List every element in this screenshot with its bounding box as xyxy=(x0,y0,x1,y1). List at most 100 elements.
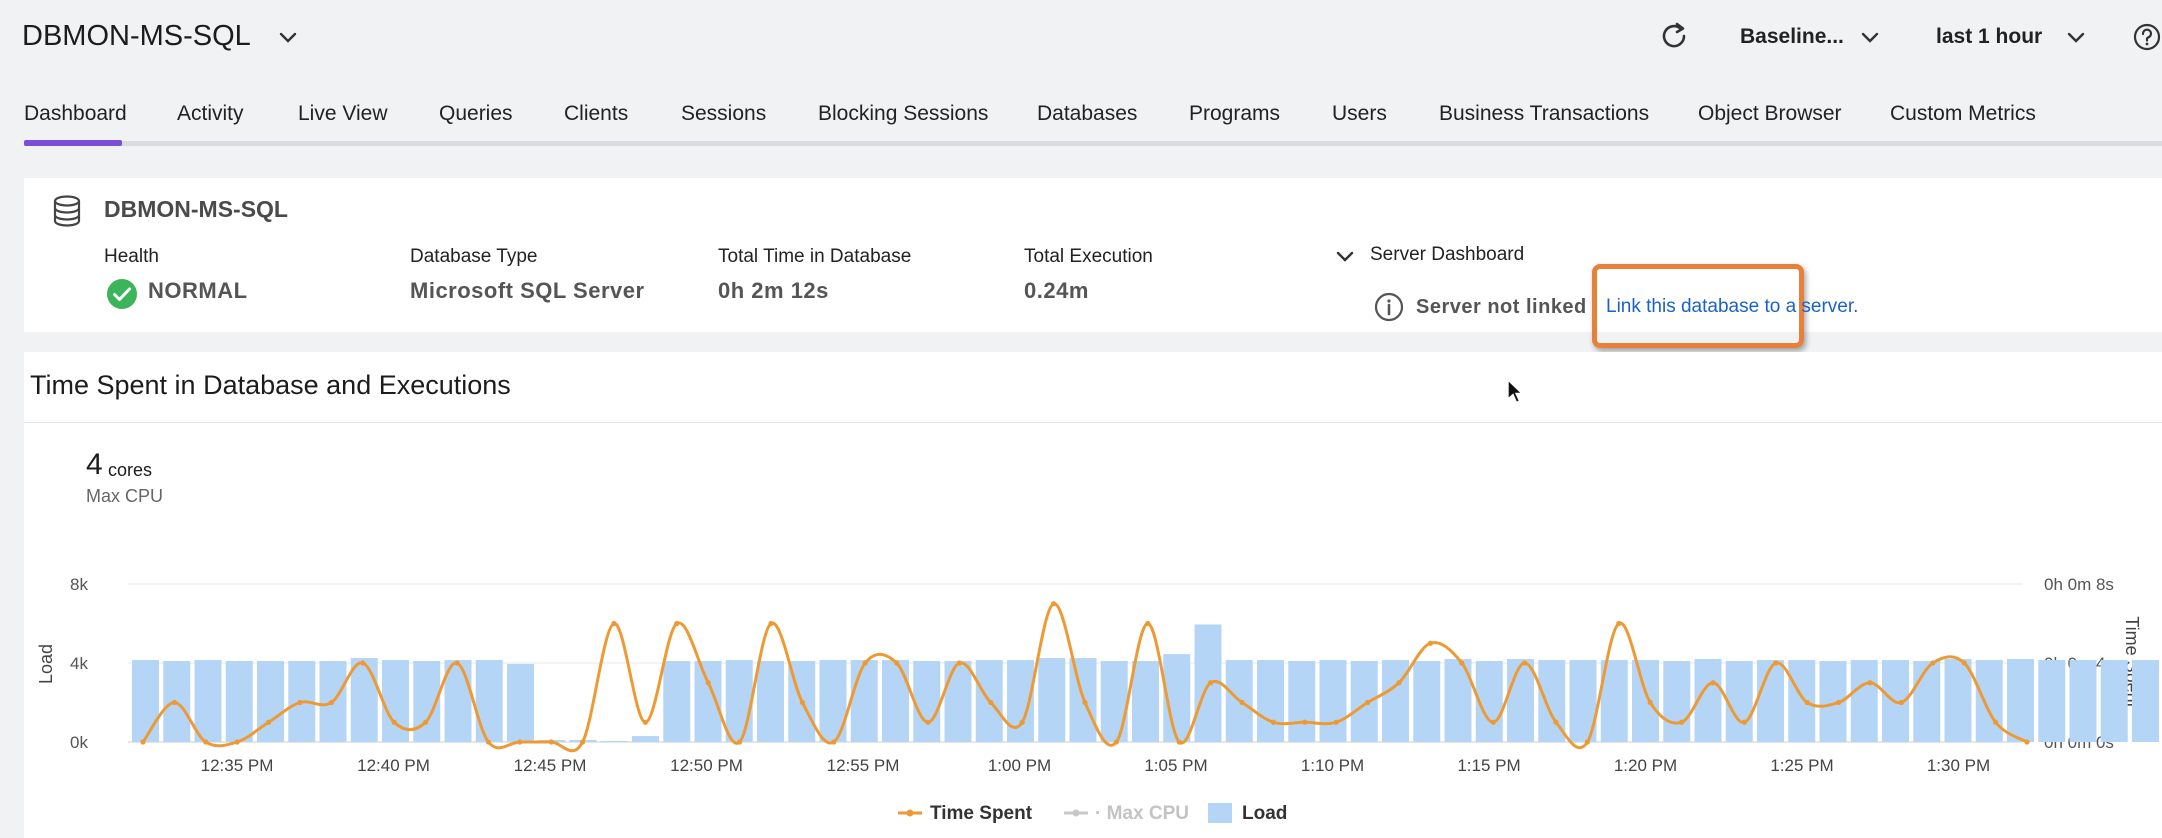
tab-blocking-sessions[interactable]: Blocking Sessions xyxy=(818,102,989,125)
time-spent-point xyxy=(1804,699,1810,706)
load-bar xyxy=(350,658,378,742)
tab-programs[interactable]: Programs xyxy=(1189,102,1281,125)
load-bar xyxy=(1319,660,1347,742)
time-spent-point xyxy=(1333,719,1339,725)
time-spent-point xyxy=(1930,660,1936,666)
tab-queries[interactable]: Queries xyxy=(439,102,513,125)
tab-clients[interactable]: Clients xyxy=(564,102,629,125)
mouse-cursor-icon xyxy=(1507,378,1524,404)
load-bar xyxy=(1100,661,1128,742)
time-spent-point xyxy=(297,699,303,706)
load-bar xyxy=(2038,660,2066,742)
time-spent-point xyxy=(894,660,900,666)
load-bar xyxy=(757,661,784,742)
time-spent-point xyxy=(1051,601,1057,607)
load-bar xyxy=(2100,660,2128,742)
time-spent-point xyxy=(674,620,680,627)
time-spent-point xyxy=(1365,699,1371,706)
tab-dashboard[interactable]: Dashboard xyxy=(24,102,127,125)
database-icon xyxy=(53,195,81,227)
chevron-down-icon[interactable] xyxy=(1334,246,1356,268)
time-spent-chart-card: Time Spent in Database and Executions 4 … xyxy=(24,352,2162,838)
total-time-value: 0h 2m 12s xyxy=(718,278,829,303)
y-tick-label: 0k xyxy=(70,733,88,752)
tab-sessions[interactable]: Sessions xyxy=(681,102,767,125)
load-bar xyxy=(1788,660,1816,742)
time-spent-point xyxy=(203,739,209,745)
time-spent-point xyxy=(1679,719,1685,725)
tab-object-browser[interactable]: Object Browser xyxy=(1698,102,1842,125)
load-bar xyxy=(1413,661,1441,742)
time-spent-point xyxy=(454,660,460,666)
info-icon xyxy=(1374,292,1404,322)
time-spent-point xyxy=(925,719,931,725)
time-spent-point xyxy=(1270,719,1276,725)
load-bar xyxy=(1975,660,2003,742)
chevron-down-icon[interactable] xyxy=(276,26,300,50)
time-spent-point xyxy=(517,739,523,745)
load-bar xyxy=(1257,660,1284,742)
check-circle-icon xyxy=(107,279,137,309)
tab-bar: Dashboard Activity Live View Queries Cli… xyxy=(0,92,2162,148)
time-spent-point xyxy=(1176,739,1182,745)
time-spent-point xyxy=(1239,699,1245,706)
x-tick-label: 12:50 PM xyxy=(670,756,743,775)
chevron-down-icon[interactable] xyxy=(2064,26,2088,50)
server-dashboard-toggle[interactable]: Server Dashboard xyxy=(1370,244,1525,265)
load-bar xyxy=(444,660,472,742)
load-bar xyxy=(1850,660,1878,742)
time-spent-point xyxy=(831,739,837,745)
time-spent-point xyxy=(548,739,554,745)
x-tick-label: 1:00 PM xyxy=(988,756,1051,775)
time-spent-point xyxy=(1427,640,1433,646)
load-bar xyxy=(1350,661,1378,742)
load-bar xyxy=(132,660,159,742)
time-spent-point xyxy=(328,699,334,706)
time-spent-point xyxy=(1145,620,1151,627)
time-spent-point xyxy=(1459,660,1465,666)
database-summary-card: DBMON-MS-SQL Health NORMAL Database Type… xyxy=(24,178,2162,348)
x-tick-label: 12:40 PM xyxy=(357,756,430,775)
time-spent-point xyxy=(1773,660,1779,666)
load-bar xyxy=(1507,659,1534,742)
max-cpu-cores: 4 xyxy=(86,448,103,481)
time-spent-point xyxy=(1993,719,1999,725)
load-bar xyxy=(1757,660,1784,742)
time-spent-point xyxy=(1208,680,1214,686)
x-tick-label: 12:45 PM xyxy=(514,756,587,775)
load-bar xyxy=(1913,661,1941,742)
time-spent-point xyxy=(423,719,429,725)
time-spent-point xyxy=(1647,699,1653,706)
time-spent-point xyxy=(140,739,146,745)
database-type-label: Database Type xyxy=(410,246,538,267)
help-icon[interactable] xyxy=(2132,22,2162,52)
load-bar xyxy=(944,661,972,742)
max-cpu-unit: cores xyxy=(108,460,153,480)
refresh-icon[interactable] xyxy=(1656,18,1692,54)
baseline-selector[interactable]: Baseline... xyxy=(1740,25,1844,48)
time-spent-point xyxy=(1961,660,1967,666)
time-spent-point xyxy=(391,719,397,725)
link-database-to-server-link[interactable]: Link this database to a server. xyxy=(1606,296,1859,317)
total-execution-label: Total Execution xyxy=(1024,246,1153,267)
legend-time-spent-dot xyxy=(906,809,914,817)
tab-activity[interactable]: Activity xyxy=(177,102,244,125)
load-bar xyxy=(725,660,753,742)
time-spent-point xyxy=(234,739,240,745)
tab-live-view[interactable]: Live View xyxy=(298,102,388,125)
time-spent-point xyxy=(956,660,963,666)
load-bar xyxy=(194,660,222,742)
load-bar xyxy=(1632,660,1659,742)
time-spent-point xyxy=(862,660,868,666)
tab-custom-metrics[interactable]: Custom Metrics xyxy=(1890,102,2036,125)
tab-business-transactions[interactable]: Business Transactions xyxy=(1439,102,1650,125)
legend-load-swatch xyxy=(1208,803,1232,823)
time-range-selector[interactable]: last 1 hour xyxy=(1936,25,2043,48)
load-bar xyxy=(475,660,503,742)
tab-users[interactable]: Users xyxy=(1332,102,1387,125)
load-bar xyxy=(850,660,878,742)
load-bar xyxy=(663,661,691,742)
tab-databases[interactable]: Databases xyxy=(1037,102,1138,125)
chevron-down-icon[interactable] xyxy=(1858,26,1882,50)
x-tick-label: 1:05 PM xyxy=(1144,756,1207,775)
